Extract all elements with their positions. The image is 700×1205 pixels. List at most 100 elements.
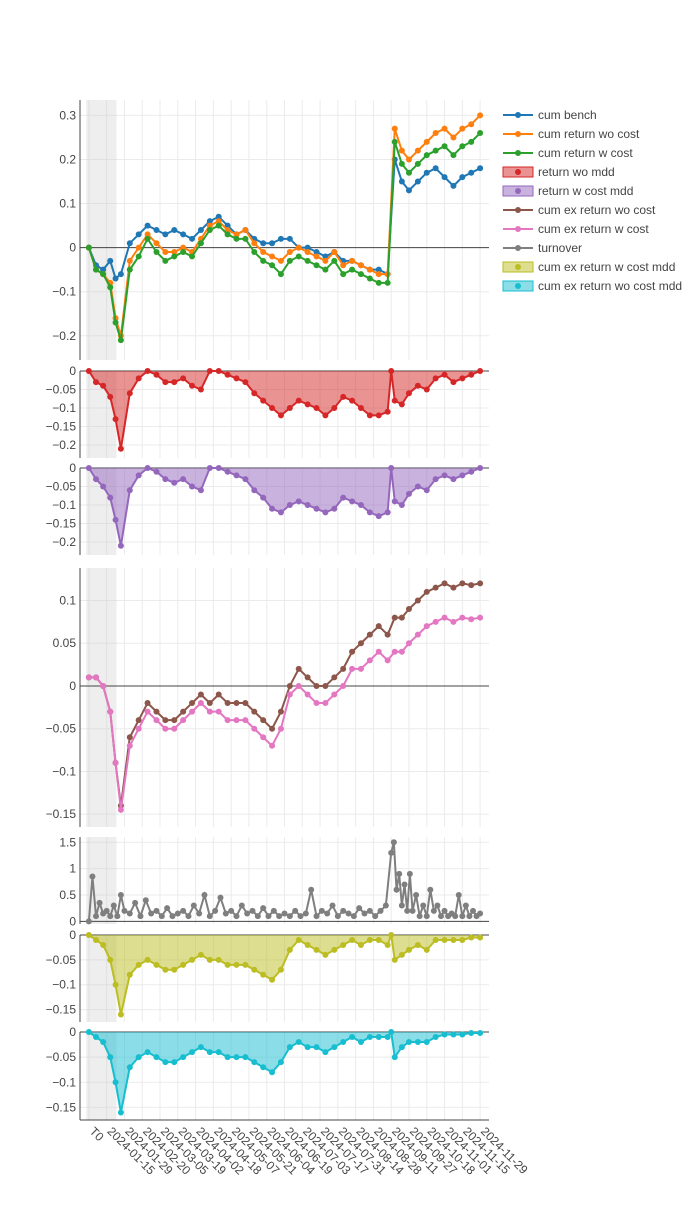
data-point (375, 936, 382, 943)
data-point (277, 412, 284, 419)
y-tick-label: 1 (69, 862, 76, 876)
data-point (468, 371, 475, 378)
data-point (224, 371, 231, 378)
data-point (322, 253, 329, 260)
data-point (190, 902, 197, 909)
data-point (357, 1039, 364, 1046)
data-point (206, 218, 213, 225)
legend-marker (515, 131, 521, 137)
series-fill-cum-ex-return-wo-cost-mdd (88, 1032, 481, 1113)
data-point (313, 405, 320, 412)
data-point (158, 913, 165, 920)
data-point (437, 913, 444, 920)
y-tick-label: 0 (69, 914, 76, 928)
data-point (144, 235, 151, 242)
data-point (100, 483, 107, 490)
data-point (171, 725, 178, 732)
data-point (117, 892, 124, 898)
data-point (260, 971, 267, 978)
data-point (233, 235, 240, 242)
y-tick-label: −0.15 (46, 420, 77, 434)
data-point (459, 936, 466, 943)
data-point (414, 1039, 421, 1046)
y-tick-label: −0.05 (46, 1050, 77, 1064)
data-point (212, 907, 219, 914)
shaded-region (86, 100, 117, 360)
data-point (398, 1044, 405, 1051)
data-point (153, 907, 160, 914)
data-point (201, 892, 208, 898)
data-point (468, 616, 475, 623)
data-point (180, 708, 187, 715)
data-point (144, 956, 151, 963)
data-point (286, 502, 293, 509)
data-point (313, 946, 320, 953)
data-point (366, 657, 373, 664)
data-point (366, 275, 373, 282)
data-point (357, 405, 364, 412)
data-point (313, 913, 320, 920)
data-point (322, 257, 329, 264)
data-point (244, 910, 251, 917)
data-point (162, 379, 169, 386)
panel-return-wo-mdd: −0.2 −0.15 −0.1 −0.05 0 (46, 364, 489, 458)
data-point (277, 235, 284, 242)
y-tick-label: 0.2 (59, 152, 76, 166)
data-point (233, 717, 240, 724)
data-point (269, 405, 276, 412)
data-point (126, 257, 133, 264)
data-point (331, 946, 338, 953)
legend-label: cum ex return w cost (538, 222, 649, 236)
data-point (112, 416, 119, 423)
data-point (391, 498, 398, 505)
data-point (269, 253, 276, 260)
legend-marker (515, 283, 521, 289)
series-fill-return-wo-mdd (88, 371, 481, 449)
data-point (432, 476, 439, 483)
y-tick-label: −0.05 (46, 722, 77, 736)
data-point (112, 759, 119, 766)
data-point (180, 717, 187, 724)
data-point (420, 902, 427, 909)
data-point (249, 907, 256, 914)
data-point (126, 487, 133, 494)
data-point (361, 910, 368, 917)
x-tick-label: T0 (87, 1124, 107, 1144)
data-point (349, 266, 356, 273)
data-point (171, 717, 178, 724)
data-point (441, 614, 448, 621)
data-point (100, 382, 107, 389)
data-point (468, 468, 475, 475)
data-point (297, 913, 304, 920)
data-point (372, 913, 379, 920)
data-point (117, 271, 124, 278)
y-tick-label: −0.1 (52, 401, 76, 415)
data-point (85, 465, 92, 471)
data-point (357, 262, 364, 269)
data-point (304, 941, 311, 948)
data-point (93, 913, 100, 920)
data-point (405, 169, 412, 176)
data-point (398, 401, 405, 408)
data-point (197, 240, 204, 247)
data-point (162, 249, 169, 256)
data-point (477, 130, 484, 137)
data-point (260, 734, 267, 741)
data-point (384, 279, 391, 286)
data-point (242, 961, 249, 968)
data-point (331, 1044, 338, 1051)
data-point (477, 580, 484, 587)
data-point (269, 262, 276, 269)
data-point (269, 976, 276, 983)
data-point (277, 966, 284, 973)
data-point (414, 382, 421, 389)
data-point (313, 700, 320, 707)
data-point (277, 725, 284, 732)
data-point (340, 907, 347, 914)
data-point (254, 913, 261, 920)
y-tick-label: 0.1 (59, 593, 76, 607)
data-point (286, 691, 293, 698)
data-point (286, 235, 293, 242)
data-point (148, 910, 155, 917)
data-point (423, 386, 430, 393)
